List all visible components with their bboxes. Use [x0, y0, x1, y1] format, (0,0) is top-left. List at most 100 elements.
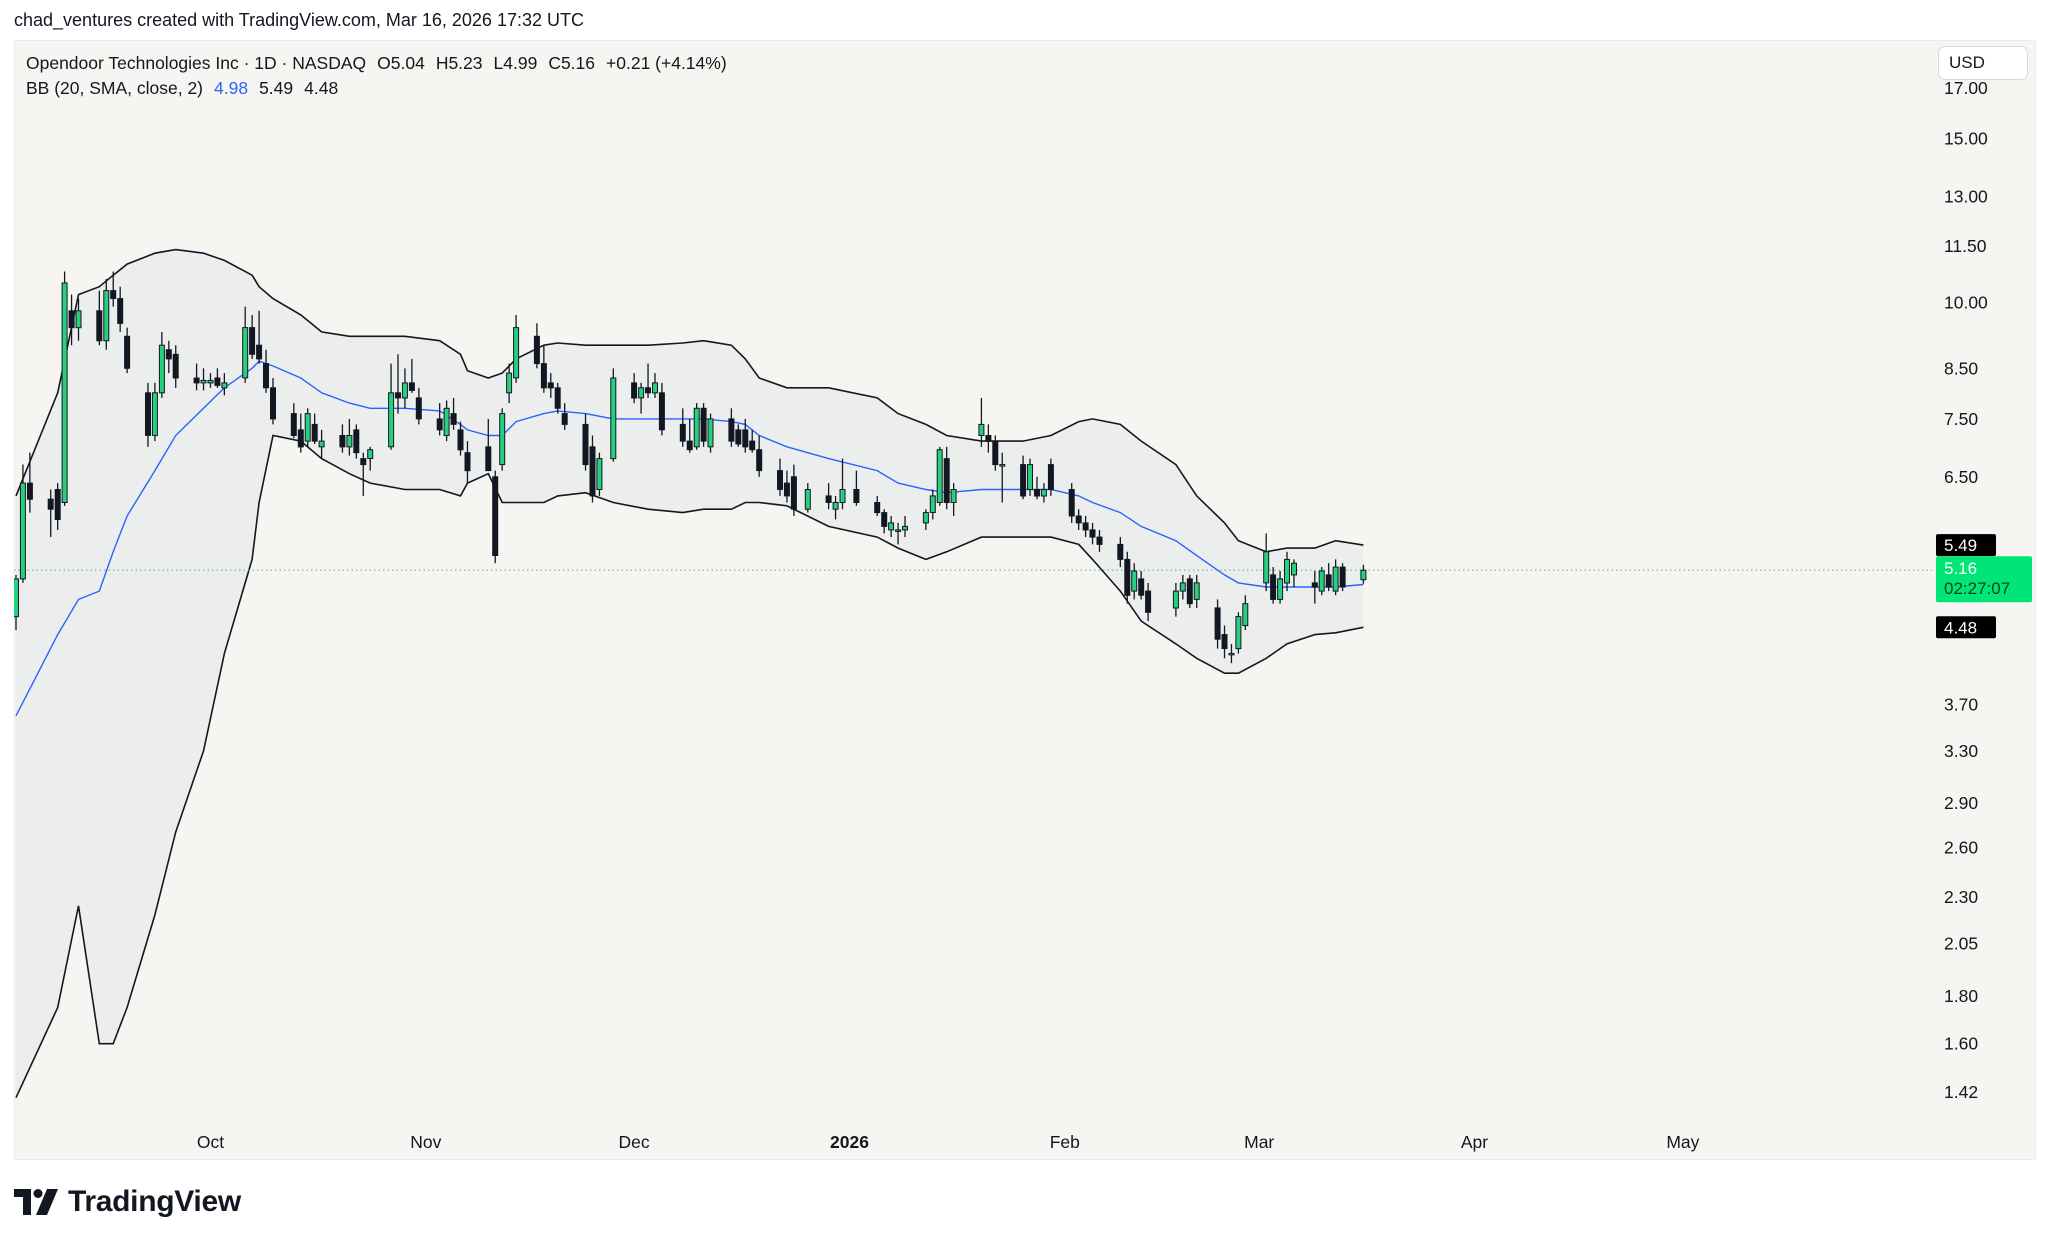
candle [1117, 537, 1124, 568]
candle [554, 382, 561, 414]
candle-body [1020, 464, 1027, 497]
candle-body [200, 379, 207, 384]
candle-body [561, 413, 568, 425]
candle-body [554, 387, 561, 409]
candle [360, 452, 367, 496]
candle [693, 403, 700, 450]
candle-body [165, 349, 172, 360]
bb-upper-tag [1936, 534, 1996, 557]
chart-credit: chad_ventures created with TradingView.c… [14, 10, 584, 30]
indicator-title[interactable]: BB (20, SMA, close, 2) [26, 78, 204, 98]
x-axis: Oct Nov Dec 2026 Feb Mar Apr May [197, 1132, 1700, 1152]
candle [943, 446, 950, 510]
candle-body [756, 449, 763, 472]
candle-body [214, 377, 221, 386]
candle [1263, 533, 1270, 592]
candle-body [999, 464, 1006, 467]
candle [1020, 455, 1027, 500]
candle-body [638, 387, 645, 399]
candle [110, 271, 117, 307]
candle [804, 483, 811, 513]
candle [1339, 563, 1346, 592]
tradingview-logo[interactable]: TradingView [14, 1184, 241, 1220]
candle-body [221, 382, 228, 389]
candle-body [596, 458, 603, 491]
candle [756, 435, 763, 477]
candle [47, 489, 54, 538]
candle-body [464, 452, 471, 472]
candle-body [700, 407, 707, 442]
candle-body [1332, 566, 1339, 592]
candle [193, 363, 200, 391]
x-tick-label: Apr [1461, 1132, 1488, 1152]
candle [1360, 564, 1367, 584]
candle [346, 418, 353, 456]
y-tick-label: 7.50 [1944, 409, 1978, 429]
candle-body [75, 310, 82, 329]
candle [165, 340, 172, 374]
candle [68, 294, 75, 346]
candle [249, 314, 256, 359]
candle [700, 403, 707, 447]
candle [1270, 567, 1277, 604]
candle-body [936, 449, 943, 504]
currency-button[interactable]: USD [1938, 46, 2028, 80]
bb-lower-tag [1936, 616, 1996, 639]
bb-lower-tag-label: 4.48 [1944, 618, 1977, 637]
candle-body [1068, 489, 1075, 517]
candle-body [1360, 569, 1367, 581]
candle-body [110, 290, 117, 300]
candle-body [1291, 562, 1297, 576]
candle-body [360, 458, 367, 466]
candle-body [735, 429, 742, 445]
candle-body [68, 310, 75, 329]
candle [1235, 612, 1242, 654]
candle-body [1040, 489, 1047, 497]
candle-body [1131, 570, 1138, 592]
y-tick-label: 2.90 [1944, 793, 1978, 813]
candle [638, 382, 645, 414]
candle [707, 413, 714, 453]
bb-upper-value: 5.49 [259, 78, 294, 98]
candle [1034, 476, 1040, 500]
candle [1145, 582, 1152, 622]
candle [645, 363, 651, 398]
candle [304, 408, 311, 447]
candle [256, 310, 263, 364]
candle-body [950, 489, 957, 503]
candle [221, 373, 228, 396]
last-price-tag [1936, 556, 2032, 603]
candle-body [881, 512, 888, 527]
candle-body [1186, 578, 1193, 605]
candle-body [1318, 570, 1325, 592]
candle-body [1096, 536, 1103, 545]
candle [992, 435, 999, 471]
candle-body [485, 446, 492, 472]
candle-body [839, 489, 846, 503]
candle-body [631, 382, 638, 399]
candle [582, 413, 589, 471]
candle-body [804, 489, 811, 510]
bb-upper-line [15, 248, 1364, 553]
candle [311, 413, 318, 444]
candle [290, 403, 297, 439]
symbol-title[interactable]: Opendoor Technologies Inc · 1D · NASDAQ [26, 53, 367, 73]
candle-body [1263, 551, 1270, 584]
chart-panel[interactable] [14, 40, 2036, 1160]
last-price-tag-value: 5.16 [1944, 559, 1977, 578]
candle [457, 421, 464, 456]
candle-body [1145, 590, 1152, 613]
candle-body [1325, 574, 1332, 588]
candle [1131, 563, 1138, 600]
bb-lower-value: 4.48 [304, 78, 339, 98]
candle-body [992, 440, 999, 466]
candle-body [151, 392, 158, 436]
candle [75, 298, 82, 341]
y-tick-label: 11.50 [1944, 236, 1987, 256]
candle-body [297, 429, 304, 448]
candle [408, 358, 415, 393]
candle [985, 424, 992, 453]
candle [652, 373, 658, 398]
candle [832, 495, 839, 520]
